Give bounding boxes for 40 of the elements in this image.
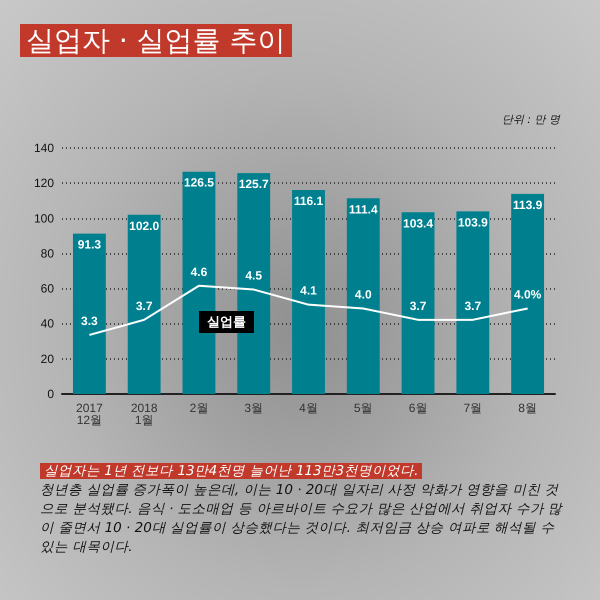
- data-label: 3.7: [410, 298, 427, 313]
- data-label: 91.3: [78, 238, 102, 252]
- text: 청년층 실업률 증가폭이 높은데, 이는 10 · 20대 일자리 사정 악화가 영향을 미친 것으로 분석됐다. 음식 · 도소매업 등 아르바이트 수요가 많은 산업에서 취업자 수가 많이 줄면서 10 · 20대 실업률이 상승했다는 것이다. 최저임금 상승 여파로 해석될 수 있는 대목이다.: [40, 482, 562, 555]
- data-label: 125.7: [238, 177, 270, 192]
- x-tick-label: 5월: [354, 401, 373, 415]
- data-label: 4.6: [190, 264, 208, 279]
- text: 실업자는 1년 전보다 13만4천명 늘어난 113만3천명이었다.: [40, 463, 422, 479]
- y-tick-label: 80: [40, 246, 54, 260]
- y-tick-label: 100: [34, 211, 54, 226]
- x-tick-label: 6월: [408, 401, 428, 415]
- y-tick-label: 120: [34, 176, 54, 190]
- x-tick-label: 8월: [518, 401, 537, 415]
- data-label: 103.9: [458, 215, 488, 230]
- x-tick-label: 3월: [244, 401, 264, 415]
- x-tick-label: 2월: [190, 401, 208, 415]
- data-label: 4.1: [300, 284, 318, 298]
- data-label: 4.0%: [514, 287, 542, 302]
- data-label: 116.1: [294, 194, 324, 208]
- data-label: 4.5: [245, 268, 262, 283]
- data-label: 3.3: [81, 314, 98, 328]
- data-label: 126.5: [184, 176, 214, 190]
- chart-title: 실업자 · 실업률 추이: [20, 24, 292, 57]
- data-label: 3.7: [464, 298, 482, 313]
- data-label: 4.0: [354, 287, 372, 302]
- data-label: 113.9: [512, 198, 543, 212]
- data-label: 102.0: [129, 218, 160, 233]
- y-tick-label: 140: [34, 141, 54, 155]
- x-tick-label: 7월: [463, 401, 482, 415]
- data-label: 3.7: [136, 298, 153, 313]
- x-tick-label: 4월: [299, 401, 318, 415]
- y-tick-label: 0: [47, 387, 54, 401]
- series-label: 실업률: [198, 310, 254, 333]
- x-tick-label: 2017 12월: [76, 401, 104, 427]
- text: 단위 : 만 명: [502, 112, 560, 127]
- x-tick-label: 2018 1월: [130, 401, 158, 427]
- data-label: 111.4: [348, 202, 378, 216]
- y-tick-label: 60: [40, 282, 54, 296]
- y-tick-label: 20: [40, 352, 54, 366]
- data-label: 103.4: [403, 216, 434, 230]
- y-tick-label: 40: [40, 316, 54, 331]
